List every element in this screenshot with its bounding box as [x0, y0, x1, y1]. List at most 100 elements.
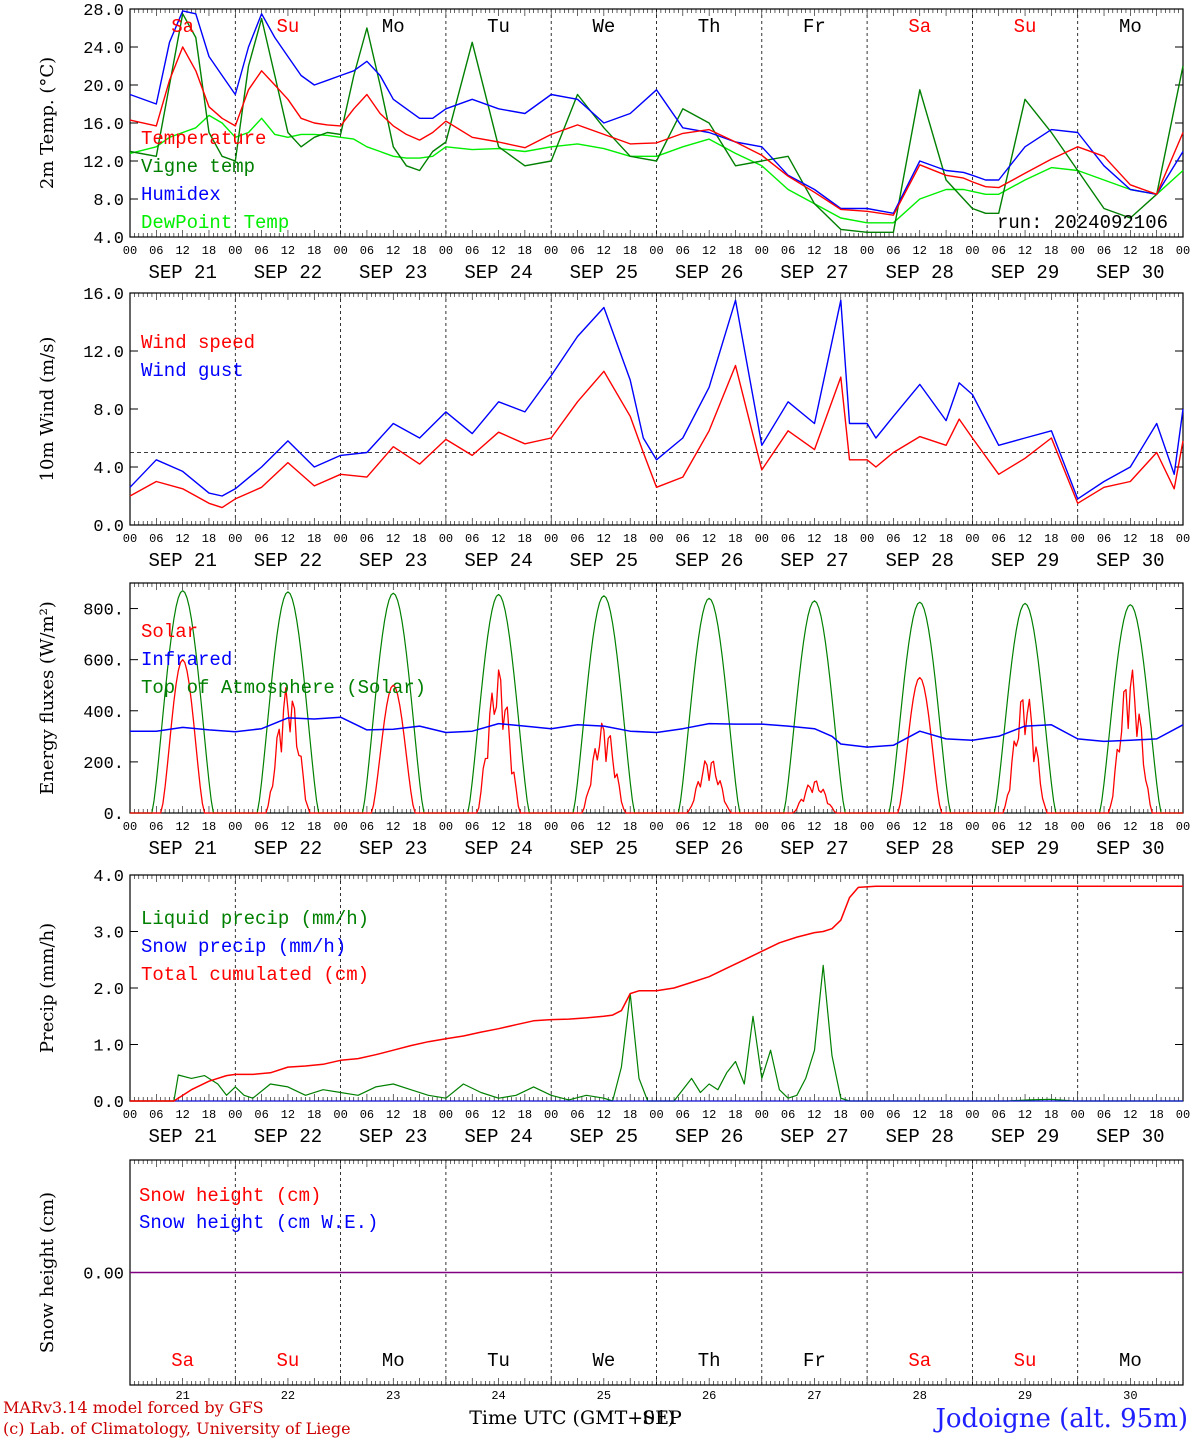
day-number-label: 25 [597, 1389, 611, 1403]
legend-entry: Wind gust [141, 360, 244, 382]
y-tick-label: 3.0 [93, 925, 124, 944]
x-hour-tick-label: 06 [676, 244, 690, 258]
y-tick-label: 600. [83, 653, 124, 672]
x-hour-tick-label: 00 [228, 1108, 242, 1122]
x-hour-tick-label: 06 [886, 820, 900, 834]
x-date-label: SEP 30 [1096, 550, 1164, 572]
x-date-label: SEP 25 [570, 262, 638, 284]
day-name-label: Sa [171, 16, 194, 38]
x-hour-tick-label: 00 [860, 820, 874, 834]
x-hour-tick-label: 12 [281, 1108, 295, 1122]
y-tick-label: 4.0 [93, 868, 124, 887]
x-hour-tick-label: 06 [149, 1108, 163, 1122]
x-hour-tick-label: 06 [992, 532, 1006, 546]
run-annotation: run: 2024092106 [997, 212, 1168, 234]
x-date-label: SEP 26 [675, 1126, 743, 1148]
x-hour-tick-label: 12 [175, 1108, 189, 1122]
x-date-label: SEP 24 [464, 262, 532, 284]
x-hour-tick-label: 12 [281, 244, 295, 258]
x-hour-tick-label: 18 [518, 532, 532, 546]
x-hour-tick-label: 12 [175, 532, 189, 546]
day-name-label: Mo [1119, 1350, 1142, 1372]
day-number-label: 30 [1123, 1389, 1137, 1403]
x-hour-tick-label: 06 [149, 820, 163, 834]
x-hour-tick-label: 18 [518, 820, 532, 834]
x-hour-tick-label: 00 [1176, 820, 1190, 834]
x-hour-tick-label: 00 [860, 1108, 874, 1122]
series-line-wind-gust [129, 299, 1184, 500]
day-number-label: 27 [807, 1389, 821, 1403]
day-name-label: Fr [803, 1350, 826, 1372]
day-number-label: 23 [386, 1389, 400, 1403]
day-name-label: Th [698, 1350, 721, 1372]
x-hour-tick-label: 06 [465, 532, 479, 546]
x-date-label: SEP 27 [780, 1126, 848, 1148]
panel-4-frame: 00 06 12 18 00 06 12 18 00 06 12 18 00 06 12 18 00 06 12 18… [123, 874, 1190, 1148]
x-hour-tick-label: 12 [807, 820, 821, 834]
y-axis-3: 0. 200. 400. 600. 800. Energy fluxes (W/m²) [37, 601, 1183, 825]
legend-entry: Snow height (cm) [139, 1185, 321, 1207]
x-hour-tick-label: 18 [202, 1108, 216, 1122]
x-hour-tick-label: 18 [307, 532, 321, 546]
x-hour-tick-label: 06 [886, 244, 900, 258]
x-date-label: SEP 29 [991, 1126, 1059, 1148]
x-hour-tick-label: 12 [913, 244, 927, 258]
day-number-label: 28 [913, 1389, 927, 1403]
x-hour-tick-label: 18 [728, 1108, 742, 1122]
x-hour-tick-label: 00 [1176, 244, 1190, 258]
x-hour-tick-label: 18 [1044, 532, 1058, 546]
x-hour-tick-label: 12 [1018, 820, 1032, 834]
panel-3-frame: 00 06 12 18 00 06 12 18 00 06 12 18 00 06 12 18 00 06 12 18… [123, 582, 1190, 860]
x-date-label: SEP 28 [886, 1126, 954, 1148]
x-hour-tick-label: 18 [518, 1108, 532, 1122]
x-hour-tick-label: 12 [491, 532, 505, 546]
x-hour-tick-label: 06 [781, 820, 795, 834]
y-axis-title: 2m Temp. (°C) [37, 57, 58, 189]
legend-entry: Temperature [141, 128, 266, 150]
x-hour-tick-label: 00 [649, 820, 663, 834]
series-line-solar [130, 659, 1183, 814]
x-hour-tick-label: 18 [939, 244, 953, 258]
day-name-label: Su [277, 16, 300, 38]
x-hour-tick-label: 12 [491, 1108, 505, 1122]
x-axis-title: Time UTC (GMT+01) [469, 1407, 675, 1429]
y-tick-label: 400. [83, 704, 124, 723]
x-date-label: SEP 23 [359, 262, 427, 284]
day-number-label: 24 [491, 1389, 505, 1403]
x-hour-tick-label: 18 [1149, 244, 1163, 258]
x-hour-tick-label: 06 [676, 820, 690, 834]
x-hour-tick-label: 12 [597, 532, 611, 546]
x-hour-tick-label: 06 [254, 1108, 268, 1122]
x-hour-tick-label: 18 [518, 244, 532, 258]
x-hour-tick-label: 06 [1097, 244, 1111, 258]
x-hour-tick-label: 00 [860, 244, 874, 258]
x-date-label: SEP 27 [780, 550, 848, 572]
x-hour-tick-label: 18 [412, 532, 426, 546]
day-number-label: 29 [1018, 1389, 1032, 1403]
y-tick-label: 12.0 [83, 344, 124, 363]
y-axis-title: 10m Wind (m/s) [37, 337, 58, 482]
y-tick-label: 1.0 [93, 1038, 124, 1057]
y-tick-label: 2.0 [93, 981, 124, 1000]
day-number-label: 22 [281, 1389, 295, 1403]
x-hour-tick-label: 18 [728, 532, 742, 546]
x-hour-tick-label: 00 [228, 244, 242, 258]
x-hour-tick-label: 12 [491, 244, 505, 258]
x-hour-tick-label: 12 [913, 532, 927, 546]
x-hour-tick-label: 12 [1018, 1108, 1032, 1122]
x-hour-tick-label: 06 [254, 820, 268, 834]
x-hour-tick-label: 18 [623, 1108, 637, 1122]
y-axis-1: 4.0 8.0 12.0 16.0 20.0 24.0 28.0 2m Temp. (°C) [37, 2, 1183, 249]
x-hour-tick-label: 00 [965, 244, 979, 258]
y-tick-label: 20.0 [83, 78, 124, 97]
y-axis-title: Snow height (cm) [37, 1192, 58, 1353]
x-hour-tick-label: 12 [1123, 244, 1137, 258]
x-hour-tick-label: 18 [1044, 244, 1058, 258]
day-name-label: Su [1014, 16, 1037, 38]
model-credit: MARv3.14 model forced by GFS [3, 1398, 264, 1417]
x-hour-tick-label: 06 [1097, 820, 1111, 834]
day-name-label: We [592, 16, 615, 38]
series-line-humidex [129, 10, 1184, 215]
x-hour-tick-label: 06 [676, 1108, 690, 1122]
x-hour-tick-label: 00 [123, 1108, 137, 1122]
